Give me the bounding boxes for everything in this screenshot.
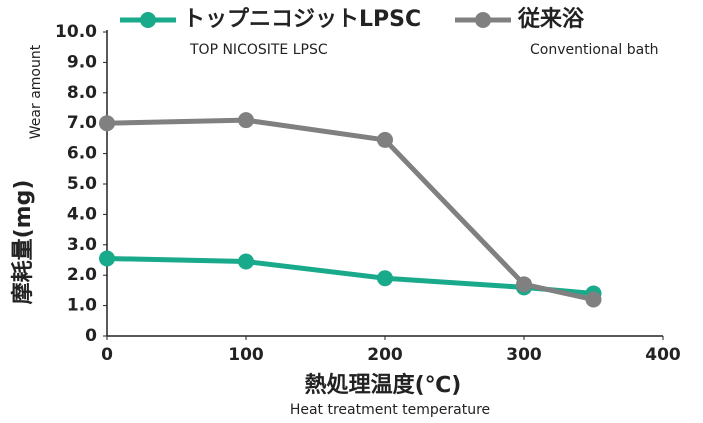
y-tick-label: 5.0 (67, 174, 97, 194)
point (238, 112, 254, 129)
x-axis-label-en: Heat treatment temperature (290, 402, 490, 418)
legend-sublabel: Conventional bath (530, 42, 659, 58)
point (377, 270, 393, 287)
legend-label: 従来浴 (517, 6, 585, 32)
x-tick-label: 400 (645, 345, 681, 365)
y-tick-label: 6.0 (67, 144, 97, 164)
x-tick-label: 100 (228, 345, 264, 365)
y-tick-label: 7.0 (67, 113, 97, 133)
legend-label: トップニコジットLPSC (183, 7, 421, 32)
x-tick-label: 0 (101, 345, 113, 365)
y-tick-label: 3.0 (67, 235, 97, 255)
point (99, 250, 115, 267)
y-axis-label: 摩耗量(mg) (10, 180, 36, 305)
point (585, 291, 602, 308)
y-tick-label: 10.0 (55, 22, 97, 42)
point (516, 276, 532, 293)
y-axis-label-en: Wear amount (28, 44, 44, 139)
y-tick-label: 2.0 (67, 265, 97, 285)
legend-sublabel: TOP NICOSITE LPSC (189, 42, 328, 58)
point (377, 131, 393, 148)
legend-marker (140, 12, 156, 28)
legend-marker (475, 12, 491, 28)
y-tick-label: 1.0 (67, 296, 97, 316)
x-tick-label: 200 (367, 345, 403, 365)
y-tick-label: 8.0 (67, 83, 97, 103)
y-tick-label: 0 (85, 326, 97, 346)
point (99, 115, 115, 132)
point (238, 253, 254, 270)
x-tick-label: 300 (506, 345, 542, 365)
y-tick-label: 4.0 (67, 204, 97, 224)
y-tick-label: 9.0 (67, 52, 97, 72)
x-axis-label: 熱処理温度(℃) (305, 372, 462, 398)
